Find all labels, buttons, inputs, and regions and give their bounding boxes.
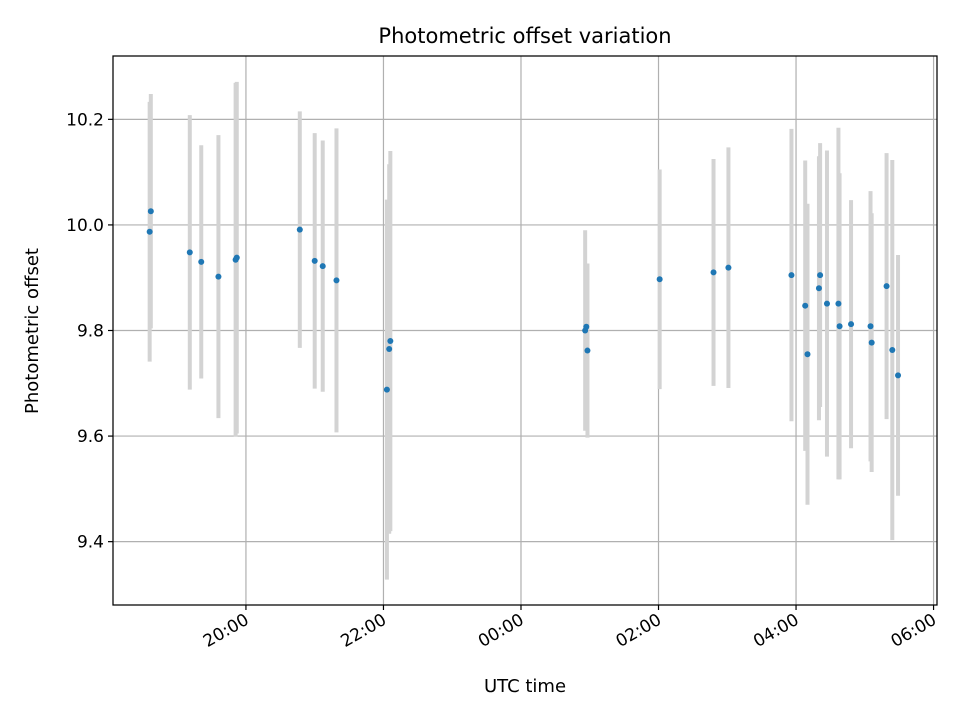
data-point	[215, 273, 222, 280]
data-point	[147, 208, 154, 215]
data-point	[296, 226, 303, 233]
data-point	[815, 285, 822, 292]
y-tick-label: 9.8	[77, 322, 104, 342]
data-point	[725, 264, 732, 271]
y-axis-title: Photometric offset	[22, 248, 43, 414]
data-point	[802, 302, 809, 309]
data-point	[889, 347, 896, 354]
data-point	[883, 283, 890, 290]
y-axis-ticks: 9.4 9.6 9.8 10.0 10.2	[66, 110, 113, 553]
data-point	[710, 269, 717, 276]
data-point	[186, 249, 193, 256]
data-point	[823, 300, 830, 307]
data-point	[383, 386, 390, 393]
data-point	[868, 339, 875, 346]
data-point	[387, 338, 394, 345]
data-point	[848, 321, 855, 328]
grid	[113, 56, 937, 605]
data-point	[836, 323, 843, 330]
y-tick-label: 10.2	[66, 110, 104, 130]
data-point	[584, 347, 591, 354]
data-point	[804, 351, 811, 358]
data-points	[146, 208, 902, 393]
data-point	[319, 263, 326, 270]
x-axis-title: UTC time	[484, 676, 566, 697]
data-point	[583, 323, 590, 330]
data-point	[656, 276, 663, 283]
data-point	[386, 345, 393, 352]
data-point	[333, 277, 340, 284]
y-tick-label: 9.6	[77, 427, 104, 447]
data-point	[817, 272, 824, 279]
data-point	[867, 323, 874, 330]
y-tick-label: 10.0	[66, 216, 104, 236]
y-tick-label: 9.4	[77, 533, 104, 553]
chart-title: Photometric offset variation	[378, 24, 671, 48]
data-point	[198, 258, 205, 265]
data-point	[146, 228, 153, 235]
data-point	[233, 254, 240, 261]
data-point	[311, 257, 318, 264]
data-point	[835, 300, 842, 307]
data-point	[788, 272, 795, 279]
data-point	[895, 372, 902, 379]
